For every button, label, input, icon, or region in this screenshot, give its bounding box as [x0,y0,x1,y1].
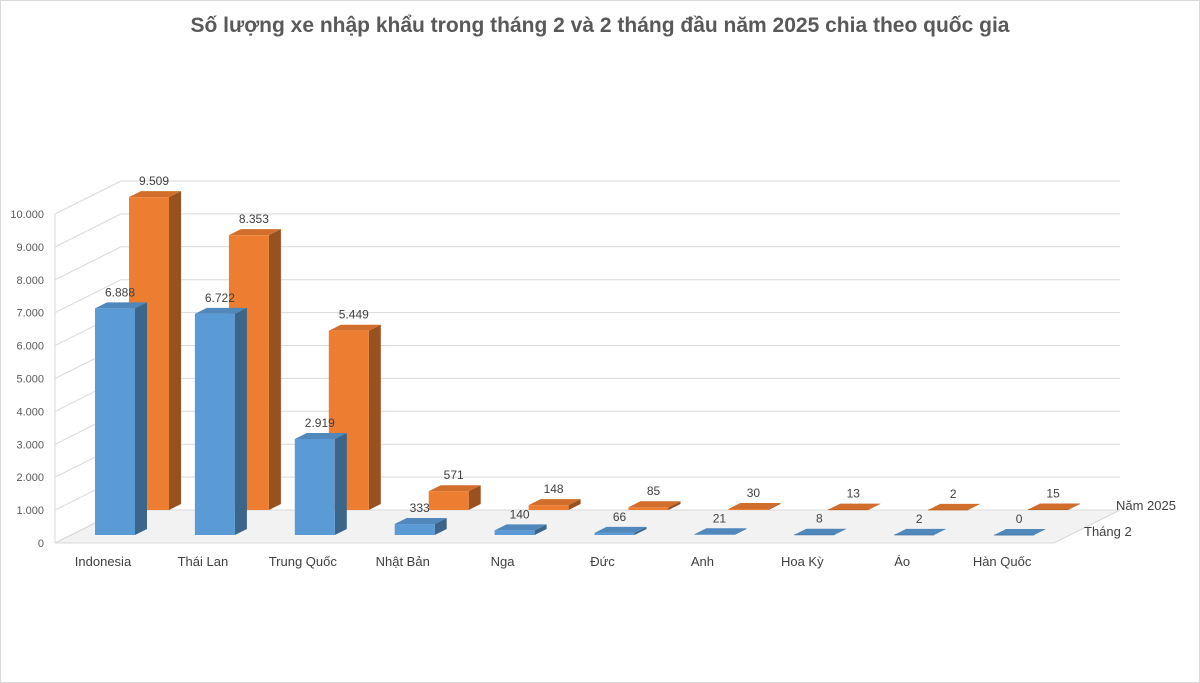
bar-thang-2-side [434,518,447,535]
bar-thang-2-data-label: 2 [916,512,923,526]
bar-thang-2 [694,534,735,535]
bar-nam-2025-side [368,324,381,510]
bar-nam-2025-data-label: 571 [444,468,464,482]
series-label-thang-2: Tháng 2 [1084,524,1132,539]
y-tick-label: 1.000 [16,505,44,517]
bar-thang-2-top [894,528,947,535]
bar-thang-2 [394,524,435,535]
bar-nam-2025-data-label: 2 [950,487,957,501]
bar-nam-2025-top [928,503,981,510]
bar-nam-2025-data-label: 5.449 [339,308,369,322]
x-category-label: Đức [590,554,615,569]
y-tick-label: 6.000 [16,341,44,353]
bar-nam-2025 [628,507,669,510]
bar-thang-2-side [135,302,147,535]
bar-nam-2025 [728,509,769,510]
bar-nam-2025-side [568,499,581,510]
x-category-label: Thái Lan [178,554,229,569]
bar-nam-2025-data-label: 30 [747,486,761,500]
bar-nam-2025-data-label: 148 [544,482,564,496]
bar-thang-2 [194,313,235,535]
bar-thang-2-side [934,528,947,535]
bar-nam-2025-side [768,503,781,510]
bar-nam-2025-top [129,191,181,198]
x-category-label: Anh [691,554,714,569]
bar-thang-2-top [794,528,847,535]
y-tick-label: 8.000 [16,275,44,287]
bar-thang-2 [594,532,635,535]
bar-nam-2025 [428,491,469,510]
bar-thang-2-top [194,307,247,314]
bar-thang-2-side [334,432,347,535]
y-tick-label: 3.000 [16,439,44,451]
bar-thang-2-top [494,524,547,531]
y-tick-label: 5.000 [16,374,44,386]
x-category-label: Nhật Bản [376,554,430,569]
bar-thang-2 [294,438,335,535]
y-tick-label: 7.000 [16,308,44,320]
bar-nam-2025-side [968,503,981,510]
series-label-nam-2025: Năm 2025 [1116,498,1176,513]
bar-nam-2025-side [468,485,481,510]
bar-thang-2-top [394,518,447,525]
bar-nam-2025-top [828,503,881,510]
bar-nam-2025-top [1028,503,1081,510]
bar-thang-2-side [534,524,547,535]
bar-nam-2025-top [728,503,781,510]
bar-nam-2025-data-label: 85 [647,484,661,498]
y-tick-label: 4.000 [16,406,44,418]
x-category-label: Hàn Quốc [973,554,1032,569]
bar-thang-2-data-label: 0 [1016,512,1023,526]
bar-nam-2025-data-label: 15 [1046,487,1060,501]
bar-thang-2-top [594,526,647,533]
y-tick-label: 10.000 [10,209,44,221]
bar-nam-2025-side [668,501,681,510]
x-category-label: Indonesia [75,554,132,569]
bar-thang-2-data-label: 8 [816,512,823,526]
bar-nam-2025-top [428,485,481,492]
gridline [54,213,1120,248]
x-category-label: Nga [491,554,516,569]
gridline [54,279,1120,314]
bar-nam-2025-data-label: 9.509 [139,174,169,188]
x-category-label: Hoa Kỳ [781,554,824,569]
bar-thang-2-data-label: 6.888 [105,285,135,299]
y-tick-label: 0 [38,538,44,550]
bar-nam-2025-data-label: 13 [847,487,861,501]
bar-nam-2025-top [528,499,581,506]
bar-thang-2-side [234,307,247,535]
bar-thang-2 [494,530,535,535]
bar-thang-2-top [994,529,1047,535]
bar-thang-2-side [834,528,847,535]
bar-thang-2-data-label: 333 [410,501,430,515]
bar-thang-2-data-label: 6.722 [205,291,235,305]
bar-thang-2 [95,308,135,535]
bar-thang-2-data-label: 66 [613,510,627,524]
y-tick-label: 9.000 [16,242,44,254]
bar-nam-2025-side [268,229,281,511]
bar-nam-2025-top [628,501,681,508]
gridline [54,246,1120,281]
chart-title: Số lượng xe nhập khẩu trong tháng 2 và 2… [190,14,1010,37]
bar-nam-2025-top [228,229,281,236]
bar-thang-2-side [734,528,747,535]
bar-thang-2-data-label: 2.919 [305,416,335,430]
bar-nam-2025-side [1068,503,1081,510]
bar-thang-2-top [95,302,147,309]
x-category-label: Áo [894,554,910,569]
x-category-label: Trung Quốc [269,554,338,569]
bar-thang-2-data-label: 21 [713,511,727,525]
y-tick-label: 2.000 [16,472,44,484]
gridline [54,180,1120,215]
bar-nam-2025-side [169,191,181,510]
bar-thang-2-top [694,528,747,535]
bar-thang-2-data-label: 140 [510,507,530,521]
bar-nam-2025-data-label: 8.353 [239,212,269,226]
bar-nam-2025 [528,505,569,510]
bar-nam-2025-top [328,324,381,331]
bar-thang-2-top [294,432,347,439]
bar-nam-2025-side [868,503,881,510]
bar-thang-2-side [634,526,647,535]
